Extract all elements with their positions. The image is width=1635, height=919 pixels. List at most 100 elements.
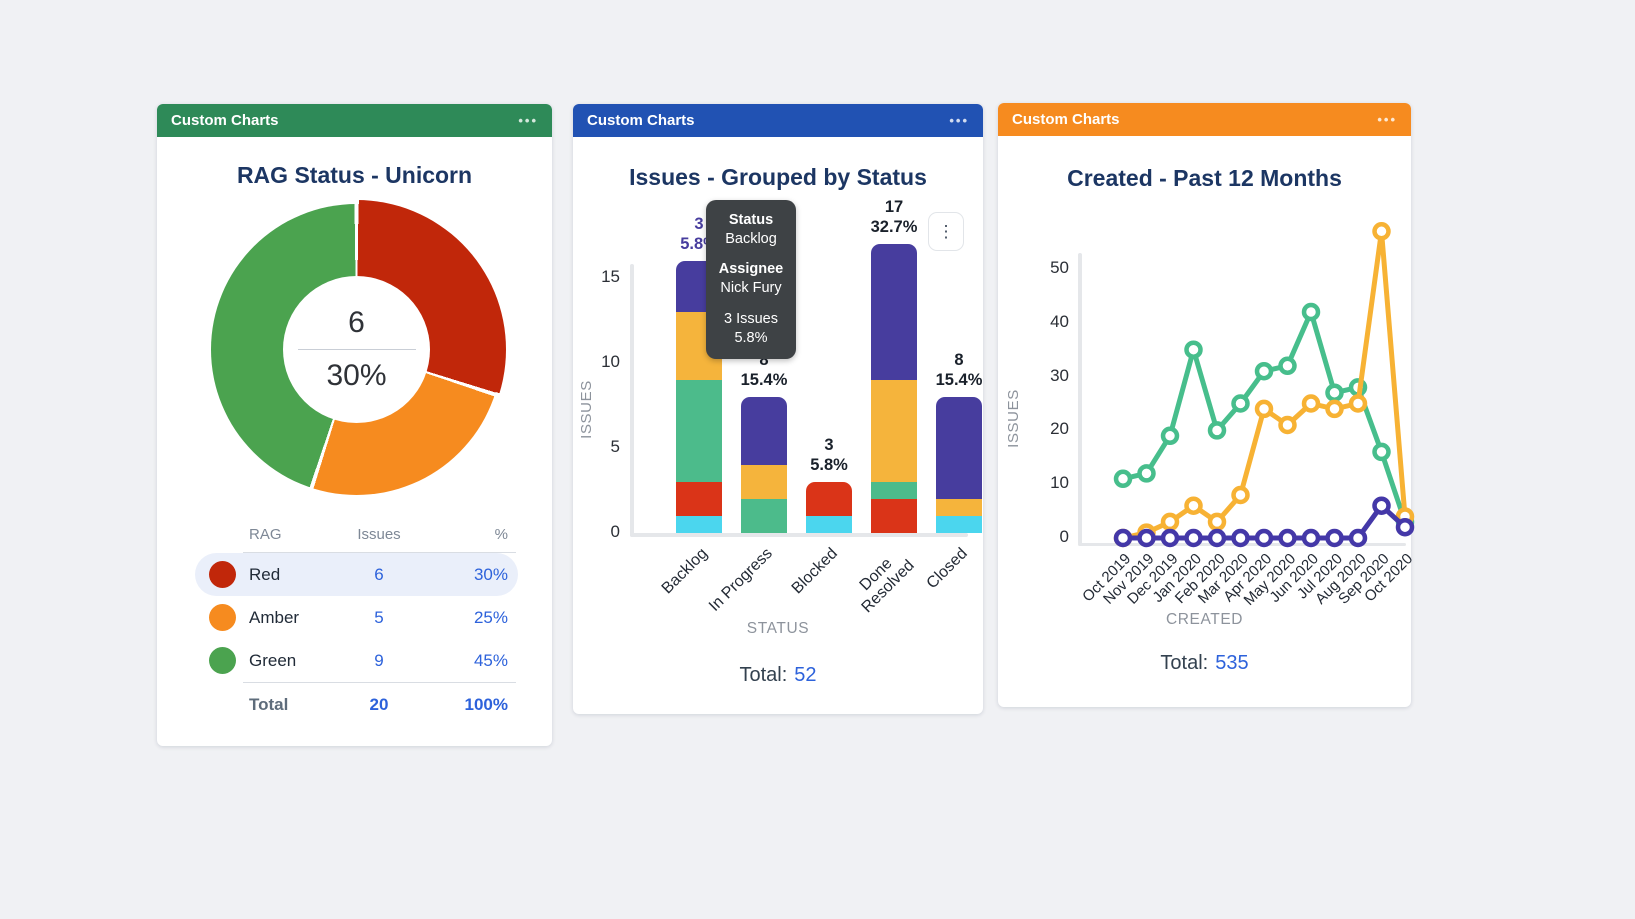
bar-closed[interactable] [936,397,982,533]
y-tick-label: 10 [1050,473,1069,493]
series-green-point[interactable] [1184,340,1203,359]
series-purple-point[interactable] [1395,517,1415,537]
bar-in-progress[interactable] [741,397,787,533]
x-month-label: Dec 2019 [1123,550,1182,608]
bar-value-label: 3 5.8% [810,436,848,474]
bar-segment-teal[interactable] [676,380,722,482]
green-swatch-icon [208,647,236,674]
x-month-label: Nov 2019 [1100,550,1158,608]
line-chart-canvas[interactable] [1080,222,1415,553]
series-yellow-line[interactable] [1120,228,1408,541]
series-green-point[interactable] [1207,421,1227,440]
total-value: 52 [794,664,817,686]
bar-segment-yellow[interactable] [871,380,917,482]
tooltip-status-label: Status [728,212,774,228]
series-yellow-point[interactable] [1372,222,1391,241]
x-month-label: Mar 2020 [1194,550,1252,608]
table-header-row: RAG Issues% [195,516,518,552]
bar-segment-red[interactable] [806,482,852,516]
series-purple-point[interactable] [1301,528,1321,548]
series-purple-point[interactable] [1325,528,1344,548]
gadget-header: Custom Charts ••• [573,104,983,137]
series-yellow-point[interactable] [1348,394,1368,413]
series-green-point[interactable] [1301,302,1321,322]
rag-label: Green [249,650,297,670]
y-axis-title: ISSUES [575,349,597,469]
line-chart[interactable]: 0 10 20 30 40 50 Oct 2019 Nov 2019 Dec 2019 Jan 2… [998,103,1416,707]
tooltip-assignee-label: Assignee [718,261,784,278]
series-purple-point[interactable] [1348,528,1368,548]
table-row-amber[interactable]: Amber 5 25% [195,596,518,639]
chart-title: Created - Past 12 Months [1067,165,1342,191]
x-category-label-wrap: Blocked [609,545,841,597]
table-header-cell: RAG [249,525,282,543]
donut-center-value: 6 [348,306,365,339]
series-yellow-point[interactable] [1301,394,1321,413]
total-value: 535 [1215,652,1249,674]
series-yellow-point[interactable] [1325,399,1344,419]
bar-segment-purple[interactable] [871,244,917,380]
series-purple-point[interactable] [1184,528,1203,548]
series-green-point[interactable] [1231,394,1250,413]
series-green-point[interactable] [1325,383,1344,402]
x-category-label-wrap: Closed [739,545,971,592]
bar-segment-teal[interactable] [871,482,917,499]
series-yellow-point[interactable] [1278,415,1297,435]
series-purple-point[interactable] [1160,528,1180,548]
gadget-grouped-by-status: Custom Charts ••• Issues - Grouped by St… [573,104,983,714]
series-yellow-point[interactable] [1207,512,1227,532]
x-month-label: Sep 2020 [1335,550,1393,608]
bar-segment-cyan[interactable] [936,516,982,533]
series-purple-point[interactable] [1278,528,1297,548]
bar-segment-yellow[interactable] [741,465,787,499]
gadget-menu-dots-icon[interactable]: ••• [518,113,538,128]
gadget-menu-dots-icon[interactable]: ••• [949,113,969,128]
series-purple-point[interactable] [1207,528,1227,548]
bar-segment-red[interactable] [676,482,722,516]
bar-segment-yellow[interactable] [936,499,982,516]
series-yellow-point[interactable] [1254,399,1274,419]
bar-segment-cyan[interactable] [676,516,722,533]
gadget-created-past-12-months: Custom Charts ••• Created - Past 12 Mont… [998,103,1416,707]
total-label: Total: [739,664,788,686]
bar-done-resolved[interactable] [871,244,917,533]
series-purple-point[interactable] [1137,528,1156,548]
donut-center-divider [297,349,416,350]
chart-title: RAG Status - Unicorn [236,162,473,188]
bar-blocked[interactable] [806,482,852,533]
series-yellow-point[interactable] [1160,512,1180,532]
series-yellow-point[interactable] [1231,485,1250,505]
chart-total: Total: 52 [573,664,983,687]
bar-segment-red[interactable] [871,499,917,533]
tooltip-status-value: Backlog [725,231,777,248]
bar-segment-purple[interactable] [936,397,982,499]
bar-segment-teal[interactable] [741,499,787,533]
series-green-point[interactable] [1160,426,1180,446]
series-green-point[interactable] [1254,361,1274,381]
tooltip-percent-line: 5.8% [734,329,768,346]
y-tick-label: 30 [1050,365,1069,385]
table-row-red[interactable]: Red 6 30% [195,553,518,596]
series-purple-point[interactable] [1372,496,1391,515]
series-purple-point[interactable] [1254,528,1274,548]
series-green-point[interactable] [1372,442,1391,462]
series-green-point[interactable] [1137,464,1156,483]
chart-options-kebab-button[interactable]: ⋮ [928,212,964,251]
series-purple-point[interactable] [1231,528,1250,548]
x-month-label: May 2020 [1240,550,1299,609]
bar-segment-purple[interactable] [741,397,787,465]
y-axis-title-text: ISSUES [577,379,595,439]
total-issues-value: 20 [369,695,389,714]
x-category-label: Closed [923,545,972,593]
rag-label: Amber [249,607,300,627]
gadget-menu-dots-icon[interactable]: ••• [1377,112,1397,127]
series-purple-point[interactable] [1113,528,1133,548]
table-header-cell: Issues [357,525,401,543]
series-green-point[interactable] [1278,356,1297,376]
table-row-green[interactable]: Green 9 45% [195,639,518,682]
y-tick-label: 10 [601,352,620,371]
series-yellow-point[interactable] [1184,496,1203,515]
bar-segment-cyan[interactable] [806,516,852,533]
series-green-point[interactable] [1113,469,1133,489]
x-category-label: Blocked [788,545,842,598]
